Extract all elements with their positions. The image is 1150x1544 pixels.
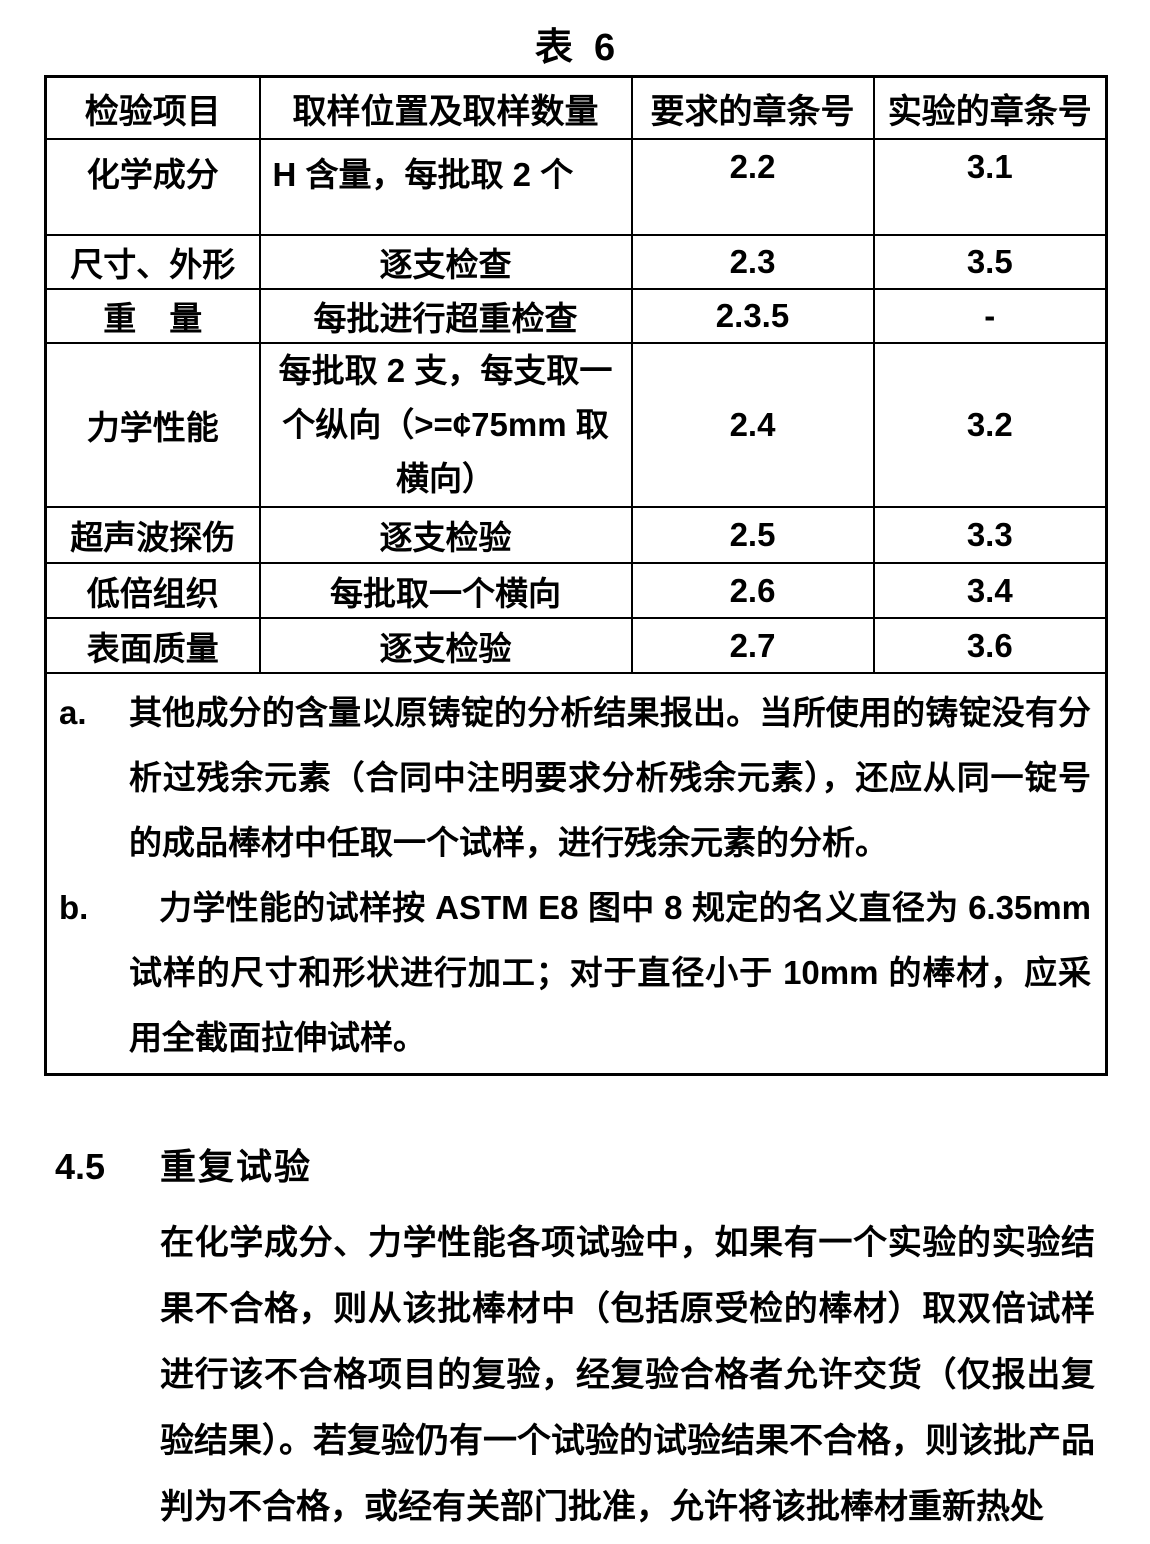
cell-sampling: 逐支检验	[258, 617, 633, 674]
inspection-requirements-table: 检验项目 取样位置及取样数量 要求的章条号 实验的章条号 化学成分 H 含量，每…	[44, 75, 1108, 1076]
footnotes-cell: a. 其他成分的含量以原铸锭的分析结果报出。当所使用的铸锭没有分析过残余元素（合…	[44, 672, 1108, 1076]
cell-req-clause: 2.5	[630, 506, 875, 564]
cell-item: 化学成分	[44, 138, 261, 236]
col-header-requirement-clause: 要求的章条号	[630, 75, 875, 140]
cell-req-clause: 2.4	[630, 342, 875, 508]
table-footnotes-row: a. 其他成分的含量以原铸锭的分析结果报出。当所使用的铸锭没有分析过残余元素（合…	[44, 672, 1108, 1076]
section-4-5-repeat-test: 4.5 重复试验 在化学成分、力学性能各项试验中，如果有一个实验的实验结果不合格…	[55, 1146, 1095, 1540]
footnote-a-label: a.	[59, 694, 87, 731]
col-header-sampling: 取样位置及取样数量	[258, 75, 633, 140]
cell-test-clause: 3.4	[872, 562, 1108, 619]
cell-test-clause: 3.6	[872, 617, 1108, 674]
footnote-b: b. 力学性能的试样按 ASTM E8 图中 8 规定的名义直径为 6.35mm…	[48, 875, 1091, 1070]
cell-req-clause: 2.2	[630, 138, 875, 236]
cell-sampling: 每批取 2 支，每支取一个纵向（>=¢75mm 取横向）	[258, 342, 633, 508]
footnote-a-text: 其他成分的含量以原铸锭的分析结果报出。当所使用的铸锭没有分析过残余元素（合同中注…	[129, 694, 1091, 861]
section-title: 重复试验	[160, 1146, 313, 1187]
cell-item: 尺寸、外形	[44, 234, 261, 290]
cell-test-clause: 3.2	[872, 342, 1108, 508]
section-body-paragraph: 在化学成分、力学性能各项试验中，如果有一个实验的实验结果不合格，则从该批棒材中（…	[160, 1224, 1095, 1526]
footnote-b-text: 力学性能的试样按 ASTM E8 图中 8 规定的名义直径为 6.35mm 试样…	[129, 889, 1091, 1056]
section-number: 4.5	[55, 1146, 106, 1187]
footnote-a: a. 其他成分的含量以原铸锭的分析结果报出。当所使用的铸锭没有分析过残余元素（合…	[48, 680, 1091, 875]
cell-req-clause: 2.3	[630, 234, 875, 290]
cell-test-clause: 3.1	[872, 138, 1108, 236]
table-caption: 表 6	[534, 27, 616, 69]
table-row-mechanical-properties: 力学性能 每批取 2 支，每支取一个纵向（>=¢75mm 取横向） 2.4 3.…	[44, 342, 1108, 508]
cell-sampling: 每批取一个横向	[258, 562, 633, 619]
cell-test-clause: 3.3	[872, 506, 1108, 564]
cell-item: 重 量	[44, 288, 261, 344]
cell-sampling: 逐支检查	[258, 234, 633, 290]
table-row-surface-quality: 表面质量 逐支检验 2.7 3.6	[44, 617, 1108, 674]
cell-sampling: H 含量，每批取 2 个	[258, 138, 633, 236]
table-row-dimensions: 尺寸、外形 逐支检查 2.3 3.5	[44, 234, 1108, 290]
cell-item: 力学性能	[44, 342, 261, 508]
table-row-chemical-composition: 化学成分 H 含量，每批取 2 个 2.2 3.1	[44, 138, 1108, 236]
cell-item: 表面质量	[44, 617, 261, 674]
cell-item: 超声波探伤	[44, 506, 261, 564]
table-header-row: 检验项目 取样位置及取样数量 要求的章条号 实验的章条号	[44, 75, 1108, 140]
table-row-ultrasonic: 超声波探伤 逐支检验 2.5 3.3	[44, 506, 1108, 564]
col-header-test-clause: 实验的章条号	[872, 75, 1108, 140]
col-header-inspection-item: 检验项目	[44, 75, 261, 140]
cell-req-clause: 2.3.5	[630, 288, 875, 344]
section-heading: 4.5 重复试验	[55, 1146, 1095, 1188]
cell-item: 低倍组织	[44, 562, 261, 619]
cell-req-clause: 2.7	[630, 617, 875, 674]
cell-sampling: 每批进行超重检查	[258, 288, 633, 344]
footnote-b-label: b.	[59, 889, 89, 926]
cell-req-clause: 2.6	[630, 562, 875, 619]
cell-test-clause: 3.5	[872, 234, 1108, 290]
cell-sampling: 逐支检验	[258, 506, 633, 564]
cell-test-clause: -	[872, 288, 1108, 344]
table-row-macrostructure: 低倍组织 每批取一个横向 2.6 3.4	[44, 562, 1108, 619]
table-row-weight: 重 量 每批进行超重检查 2.3.5 -	[44, 288, 1108, 344]
